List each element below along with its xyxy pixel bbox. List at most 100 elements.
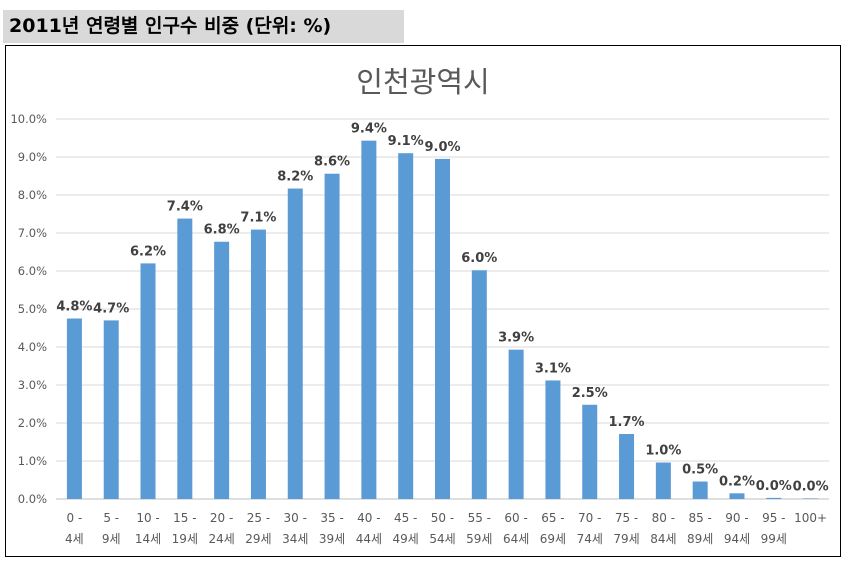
y-tick-label: 9.0% xyxy=(18,150,47,164)
x-tick-label: 5 - xyxy=(103,511,119,525)
x-tick-label: 64세 xyxy=(503,532,529,546)
y-tick-label: 2.0% xyxy=(18,416,47,430)
chart-frame: 인천광역시 0.0% 1.0% 2.0% 3.0% 4.0% 5.0% 6.0% 7.0% 8.… xyxy=(5,45,841,557)
bar xyxy=(545,380,561,499)
x-tick-label: 94세 xyxy=(724,532,750,546)
x-tick-label: 20 - xyxy=(210,511,233,525)
x-tick-label: 0 - xyxy=(67,511,83,525)
data-label: 4.7% xyxy=(93,301,129,316)
data-label: 4.8% xyxy=(56,300,92,315)
data-label: 7.1% xyxy=(240,211,276,226)
x-tick-label: 10 - xyxy=(136,511,159,525)
x-tick-label: 15 - xyxy=(173,511,196,525)
bar xyxy=(103,320,119,499)
x-tick-label: 69세 xyxy=(540,532,566,546)
x-tick-label: 30 - xyxy=(284,511,307,525)
x-tick-label: 99세 xyxy=(761,532,787,546)
data-label: 2.5% xyxy=(572,386,608,401)
bar xyxy=(508,349,524,499)
bar xyxy=(471,270,487,499)
x-tick-label: 80 - xyxy=(652,511,675,525)
bar xyxy=(435,158,450,499)
bar xyxy=(766,497,782,499)
data-label: 3.9% xyxy=(498,331,534,346)
bar xyxy=(324,173,340,499)
y-tick-label: 0.0% xyxy=(18,492,47,506)
bar xyxy=(177,218,193,499)
x-tick-label: 54세 xyxy=(429,532,455,546)
data-label: 0.0% xyxy=(793,479,829,494)
data-label: 6.2% xyxy=(130,244,166,259)
bar xyxy=(66,318,82,499)
x-axis-ticks: 0 - 4세 5 - 9세 10 - 14세 15 - 19세 20 - 24세 25 - 29세 30… xyxy=(65,511,827,546)
x-tick-label: 89세 xyxy=(687,532,713,546)
x-tick-label: 24세 xyxy=(208,532,234,546)
y-tick-label: 1.0% xyxy=(18,454,47,468)
data-label: 0.2% xyxy=(719,474,755,489)
bar xyxy=(250,229,266,499)
y-tick-label: 5.0% xyxy=(18,302,47,316)
bar xyxy=(361,140,377,499)
bar xyxy=(582,404,598,499)
x-tick-label: 14세 xyxy=(135,532,161,546)
x-tick-label: 19세 xyxy=(172,532,198,546)
x-tick-label: 55 - xyxy=(468,511,491,525)
x-tick-label: 34세 xyxy=(282,532,308,546)
x-tick-label: 9세 xyxy=(102,532,121,546)
data-label: 7.4% xyxy=(167,200,203,215)
data-label-layer: 4.8% 4.7% 6.2% 7.4%6.8%7.1% 8.2%8.6% 9.4%9.1%… xyxy=(56,122,828,495)
bar xyxy=(287,188,303,500)
bar-chart: 인천광역시 0.0% 1.0% 2.0% 3.0% 4.0% 5.0% 6.0% 7.0% 8.… xyxy=(10,65,829,546)
x-tick-label: 79세 xyxy=(613,532,639,546)
bar xyxy=(655,462,671,499)
data-label: 3.1% xyxy=(535,361,571,376)
x-tick-label: 74세 xyxy=(577,532,603,546)
x-tick-label: 85 - xyxy=(688,511,711,525)
y-tick-label: 4.0% xyxy=(18,340,47,354)
x-tick-label: 39세 xyxy=(319,532,345,546)
data-label: 8.6% xyxy=(314,155,350,170)
y-tick-label: 3.0% xyxy=(18,378,47,392)
x-tick-label: 50 - xyxy=(431,511,454,525)
x-tick-label: 60 - xyxy=(504,511,527,525)
x-tick-label: 100+ xyxy=(794,511,827,525)
x-tick-label: 45 - xyxy=(394,511,417,525)
x-tick-label: 90 - xyxy=(725,511,748,525)
x-tick-label: 44세 xyxy=(356,532,382,546)
x-tick-label: 75 - xyxy=(615,511,638,525)
y-tick-label: 8.0% xyxy=(18,188,47,202)
x-tick-label: 70 - xyxy=(578,511,601,525)
data-label: 8.2% xyxy=(277,170,313,185)
data-label: 1.0% xyxy=(645,444,681,459)
bar xyxy=(619,434,635,499)
bar xyxy=(803,498,819,499)
x-tick-label: 59세 xyxy=(466,532,492,546)
data-label: 0.0% xyxy=(756,479,792,494)
x-tick-label: 29세 xyxy=(245,532,271,546)
x-tick-label: 65 - xyxy=(541,511,564,525)
data-label: 1.7% xyxy=(609,415,645,430)
y-axis-ticks: 0.0% 1.0% 2.0% 3.0% 4.0% 5.0% 6.0% 7.0% 8.0% 9.0%… xyxy=(10,112,47,506)
bar xyxy=(214,241,230,500)
x-tick-label: 95 - xyxy=(762,511,785,525)
data-label: 9.0% xyxy=(424,140,460,155)
y-tick-label: 10.0% xyxy=(10,112,47,126)
x-tick-label: 40 - xyxy=(357,511,380,525)
y-tick-label: 7.0% xyxy=(18,226,47,240)
data-label: 9.1% xyxy=(388,134,424,149)
bar-layer xyxy=(66,140,819,500)
x-tick-label: 25 - xyxy=(247,511,270,525)
data-label: 6.0% xyxy=(461,251,497,266)
x-tick-label: 49세 xyxy=(393,532,419,546)
page-title: 2011년 연령별 인구수 비중 (단위: %) xyxy=(3,10,404,43)
chart-title: 인천광역시 xyxy=(356,65,489,99)
bar xyxy=(140,263,156,499)
x-tick-label: 4세 xyxy=(65,532,84,546)
x-tick-label: 84세 xyxy=(650,532,676,546)
data-label: 0.5% xyxy=(682,463,718,478)
bar xyxy=(692,481,708,499)
bar xyxy=(729,493,745,499)
x-tick-label: 35 - xyxy=(320,511,343,525)
data-label: 9.4% xyxy=(351,122,387,137)
bar xyxy=(398,153,414,499)
